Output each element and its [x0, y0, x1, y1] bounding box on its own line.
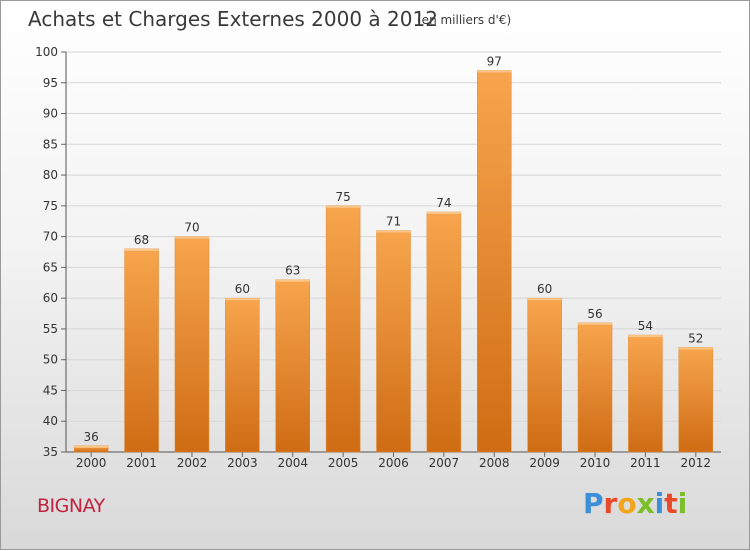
bar-2008: [477, 70, 512, 453]
logo-letter: r: [603, 487, 618, 520]
x-tick-label-2012: 2012: [681, 456, 712, 470]
x-tick-label-2006: 2006: [378, 456, 409, 470]
bar-2001: [124, 248, 159, 453]
bar-highlight: [275, 279, 310, 282]
logo-letter: x: [636, 487, 655, 520]
x-tick-label-2000: 2000: [76, 456, 107, 470]
y-tick-label: 80: [43, 168, 58, 182]
x-tick-label-2007: 2007: [429, 456, 460, 470]
logo-letter: i: [677, 487, 688, 520]
y-tick-label: 100: [35, 45, 58, 59]
y-tick-label: 45: [43, 383, 58, 397]
data-label-2001: 68: [134, 233, 149, 247]
place-name: BIGNAY: [37, 495, 105, 517]
bar-highlight: [326, 205, 361, 208]
y-tick-label: 95: [43, 76, 58, 90]
bar-highlight: [628, 335, 663, 338]
x-tick-label-2008: 2008: [479, 456, 510, 470]
bar-2006: [376, 230, 411, 453]
data-label-2012: 52: [688, 331, 703, 345]
bar-2005: [325, 205, 361, 453]
chart-unit: (en milliers d'€): [417, 13, 512, 27]
data-label-2007: 74: [436, 196, 451, 210]
x-tick-label-2001: 2001: [126, 456, 157, 470]
data-label-2008: 97: [487, 54, 502, 68]
logo-letter: t: [664, 487, 678, 520]
data-label-2004: 63: [285, 264, 300, 278]
bar-highlight: [124, 248, 159, 251]
y-tick-label: 35: [43, 445, 58, 459]
x-tick-label-2004: 2004: [277, 456, 308, 470]
bar-2007: [426, 211, 462, 453]
bar-highlight: [426, 212, 461, 214]
x-tick-label-2003: 2003: [227, 456, 258, 470]
x-tick-label-2002: 2002: [177, 456, 208, 470]
bar-highlight: [174, 236, 209, 239]
bar-highlight: [74, 445, 109, 448]
bar-2009: [527, 297, 562, 453]
y-tick-label: 65: [43, 260, 58, 274]
bar-2011: [628, 334, 663, 453]
data-label-2009: 60: [537, 282, 552, 296]
data-label-2006: 71: [386, 214, 401, 228]
y-tick-label: 85: [43, 137, 58, 151]
data-label-2002: 70: [184, 221, 199, 235]
y-tick-label: 50: [43, 353, 58, 367]
bar-highlight: [678, 347, 713, 350]
y-tick-label: 55: [43, 322, 58, 336]
x-tick-label-2005: 2005: [328, 456, 359, 470]
data-label-2003: 60: [235, 282, 250, 296]
bar-2003: [225, 297, 260, 453]
chart-title: Achats et Charges Externes 2000 à 2012: [28, 7, 438, 31]
bar-2004: [275, 279, 310, 453]
data-label-2010: 56: [587, 307, 602, 321]
bar-highlight: [225, 298, 260, 301]
data-label-2005: 75: [335, 190, 350, 204]
logo-letter: i: [654, 487, 665, 520]
bar-highlight: [376, 230, 411, 233]
data-label-2011: 54: [638, 319, 653, 333]
x-tick-label-2010: 2010: [580, 456, 611, 470]
bar-2012: [678, 347, 714, 453]
bar-highlight: [578, 322, 613, 325]
x-tick-label-2009: 2009: [529, 456, 560, 470]
logo-letter: P: [583, 487, 604, 520]
x-tick-label-2011: 2011: [630, 456, 661, 470]
bar-2002: [174, 236, 210, 453]
data-label-2000: 36: [84, 430, 99, 444]
logo-letter: o: [617, 487, 637, 520]
y-tick-label: 70: [43, 230, 58, 244]
y-tick-label: 90: [43, 107, 58, 121]
y-tick-label: 40: [43, 414, 58, 428]
bar-2010: [577, 322, 613, 453]
y-tick-label: 75: [43, 199, 58, 213]
bar-highlight: [477, 70, 512, 73]
y-tick-label: 60: [43, 291, 58, 305]
bar-highlight: [527, 298, 562, 301]
proxiti-logo[interactable]: Proxiti: [583, 487, 687, 520]
